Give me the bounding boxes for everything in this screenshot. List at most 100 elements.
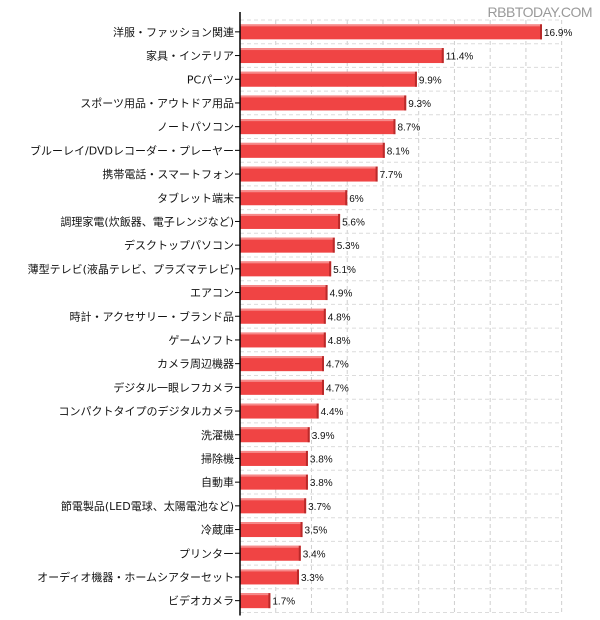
data-label: 4.4% (321, 407, 344, 418)
bar-highlight (240, 403, 319, 406)
bar-highlight (240, 569, 299, 572)
data-label: 3.7% (308, 502, 331, 513)
data-label: 5.1% (333, 265, 356, 276)
bar-edge (540, 24, 543, 40)
bar (240, 403, 319, 419)
bar-edge (323, 308, 326, 324)
bar-highlight (240, 474, 308, 477)
category-label: スポーツ用品・アウトドア用品 (80, 97, 234, 110)
data-label: 3.9% (312, 431, 335, 442)
bar-highlight (240, 427, 310, 430)
data-label: 7.7% (380, 170, 403, 181)
bar-highlight (240, 71, 417, 74)
category-label: 節電製品(LED電球、太陽電池など) (61, 499, 234, 513)
data-label: 4.8% (328, 336, 351, 347)
bar-highlight (240, 522, 303, 525)
bar (240, 119, 396, 135)
bar (240, 166, 378, 182)
category-label: カメラ周辺機器 (157, 357, 234, 371)
bar-highlight (240, 308, 326, 311)
bar-highlight (240, 213, 341, 216)
data-label: 3.4% (303, 549, 326, 560)
data-label: 3.8% (310, 454, 333, 465)
bar (240, 48, 444, 64)
category-label: ノートパソコン (157, 121, 234, 134)
category-label: 洋服・ファッション関連 (113, 25, 234, 39)
category-label: 時計・アクセサリー・ブランド品 (70, 309, 234, 323)
bar (240, 498, 307, 514)
bar-edge (305, 450, 308, 466)
bar (240, 308, 326, 324)
data-label: 4.7% (326, 360, 349, 371)
bar-highlight (240, 498, 307, 501)
bar-highlight (240, 48, 444, 51)
bar-edge (441, 48, 444, 64)
bar-highlight (240, 450, 308, 453)
category-label: デジタル一眼レフカメラ (113, 380, 234, 394)
bar-edge (321, 379, 324, 395)
bar-edge (316, 403, 319, 419)
bar-highlight (240, 237, 335, 240)
bar-edge (268, 593, 271, 609)
bar (240, 24, 543, 40)
data-label: 3.3% (301, 573, 324, 584)
bar (240, 379, 324, 395)
bar-edge (304, 498, 307, 514)
bar-edge (404, 95, 407, 111)
data-label: 16.9% (544, 28, 572, 39)
bar (240, 332, 326, 348)
category-label: タブレット端末 (157, 191, 234, 205)
bar (240, 474, 308, 490)
category-label: エアコン (190, 287, 234, 300)
bar-highlight (240, 356, 324, 359)
bar-edge (338, 213, 341, 229)
bar-highlight (240, 24, 543, 27)
category-label: ブルーレイ/DVDレコーダー・プレーヤー (30, 143, 234, 157)
bar-edge (321, 356, 324, 372)
data-label: 8.7% (397, 123, 420, 134)
category-label: 自動車 (201, 475, 234, 489)
category-label: 調理家電(炊飯器、電子レンジなど) (60, 214, 234, 228)
bar-highlight (240, 142, 385, 145)
bar (240, 261, 332, 277)
category-label: 掃除機 (201, 451, 234, 465)
data-label: 4.9% (330, 289, 353, 300)
data-label: 11.4% (446, 52, 474, 63)
bar (240, 545, 301, 561)
watermark: RBBTODAY.COM (487, 4, 593, 20)
category-label: プリンター (179, 547, 234, 560)
category-label: 冷蔵庫 (201, 523, 234, 537)
bar (240, 142, 385, 158)
bar-edge (393, 119, 396, 135)
data-label: 3.8% (310, 478, 333, 489)
bar-edge (325, 285, 328, 301)
data-label: 1.7% (272, 597, 295, 608)
bar-highlight (240, 379, 324, 382)
data-label: 6% (349, 194, 364, 205)
bar-highlight (240, 190, 348, 193)
bar (240, 71, 417, 87)
data-label: 3.5% (305, 526, 328, 537)
category-label: ビデオカメラ (168, 594, 234, 608)
bar-edge (382, 142, 385, 158)
data-label: 4.8% (328, 312, 351, 323)
data-label: 8.1% (387, 146, 410, 157)
bar-edge (323, 332, 326, 348)
bar-highlight (240, 332, 326, 335)
bar (240, 285, 328, 301)
bar-highlight (240, 593, 271, 596)
bar-highlight (240, 261, 332, 264)
data-label: 9.9% (419, 75, 442, 86)
bar (240, 427, 310, 443)
bar-highlight (240, 166, 378, 169)
bar (240, 569, 299, 585)
category-label: 薄型テレビ(液晶テレビ、プラズマテレビ) (28, 262, 234, 276)
data-label: 9.3% (408, 99, 431, 110)
bar (240, 190, 348, 206)
bar (240, 522, 303, 538)
data-label: 4.7% (326, 383, 349, 394)
bar-edge (329, 261, 332, 277)
bar-edge (300, 522, 303, 538)
bar-edge (345, 190, 348, 206)
